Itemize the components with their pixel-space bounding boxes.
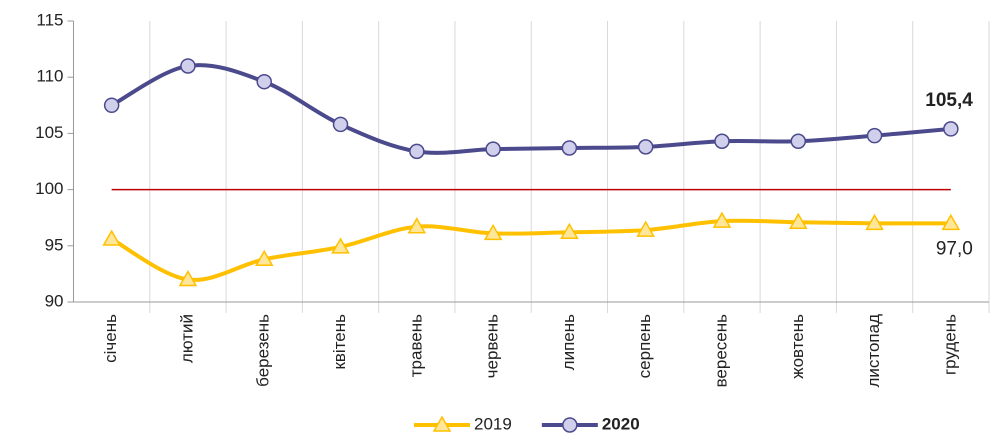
marker xyxy=(180,58,196,74)
y-tick-label: 95 xyxy=(45,235,64,254)
marker xyxy=(712,211,732,228)
marker xyxy=(560,222,579,240)
marker xyxy=(714,133,730,150)
x-tick-label: березень xyxy=(254,314,273,387)
marker xyxy=(941,213,961,231)
marker xyxy=(866,127,883,144)
marker xyxy=(637,139,654,155)
marker xyxy=(102,229,121,246)
marker xyxy=(407,217,427,234)
marker xyxy=(331,237,350,254)
y-tick-label: 100 xyxy=(35,179,63,198)
x-tick-label: квітень xyxy=(330,314,349,370)
marker xyxy=(790,133,807,150)
x-tick-label: грудень xyxy=(940,314,959,375)
marker xyxy=(332,116,349,133)
x-tick-label: лютий xyxy=(177,314,196,363)
marker xyxy=(103,97,120,114)
marker xyxy=(636,220,655,237)
x-tick-label: червень xyxy=(483,314,502,378)
legend-label: 2019 xyxy=(474,414,512,433)
marker xyxy=(943,121,959,137)
data-label: 97,0 xyxy=(936,238,973,259)
x-tick-label: вересень xyxy=(711,314,730,388)
x-tick-label: жовтень xyxy=(788,314,807,379)
marker xyxy=(256,73,272,90)
y-tick-label: 105 xyxy=(35,123,63,142)
marker xyxy=(865,213,884,231)
marker xyxy=(432,415,452,432)
x-tick-label: травень xyxy=(406,314,425,377)
x-tick-label: серпень xyxy=(635,314,654,378)
marker xyxy=(562,417,578,433)
y-tick-label: 110 xyxy=(36,67,63,86)
marker xyxy=(178,270,198,287)
data-label: 105,4 xyxy=(925,90,973,111)
marker xyxy=(409,143,425,160)
marker xyxy=(788,212,808,229)
marker xyxy=(254,249,274,267)
y-tick-label: 90 xyxy=(45,291,64,310)
y-tick-label: 115 xyxy=(36,10,63,29)
marker xyxy=(485,141,501,157)
x-tick-label: листопад xyxy=(864,314,883,388)
x-tick-label: липень xyxy=(559,314,578,370)
marker xyxy=(561,140,578,156)
x-tick-label: січень xyxy=(101,314,120,363)
marker xyxy=(483,223,503,241)
legend-label: 2020 xyxy=(602,414,640,433)
